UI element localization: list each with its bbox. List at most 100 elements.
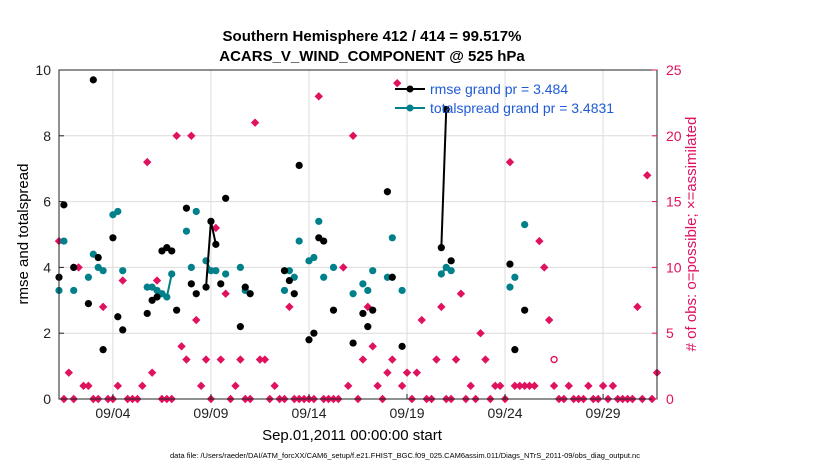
obs-assimilated-point bbox=[383, 368, 392, 377]
obs-assimilated-point bbox=[250, 118, 260, 127]
obs-possible-point bbox=[550, 355, 558, 364]
rmse-point bbox=[329, 306, 338, 314]
obs-assimilated-point bbox=[64, 368, 74, 377]
y-axis-right: 0 5 10 15 20 25 bbox=[652, 62, 682, 407]
rmse-point bbox=[217, 280, 225, 288]
rmse-point bbox=[222, 194, 230, 202]
rmse-point bbox=[236, 323, 244, 331]
totalspread-point bbox=[437, 270, 445, 278]
y2-tick-label: 15 bbox=[666, 194, 682, 210]
totalspread-point bbox=[359, 280, 367, 288]
rmse-point bbox=[447, 257, 455, 265]
totalspread-point bbox=[222, 270, 230, 278]
rmse-point bbox=[295, 161, 303, 170]
totalspread-point bbox=[236, 263, 244, 271]
rmse-point bbox=[70, 263, 78, 271]
rmse-point bbox=[109, 234, 117, 242]
obs-assimilated-point bbox=[393, 78, 402, 88]
obs-assimilated-point bbox=[348, 131, 358, 140]
y2-tick-label: 25 bbox=[666, 62, 682, 78]
totalspread-point bbox=[349, 290, 357, 298]
obs-assimilated-point bbox=[525, 381, 534, 391]
title-line-1: Southern Hemisphere 412 / 414 = 99.517% bbox=[223, 28, 522, 45]
obs-assimilated-point bbox=[231, 381, 240, 391]
y-axis-right-label: # of obs: o=possible; ×=assimilated bbox=[683, 117, 700, 352]
rmse-point bbox=[192, 290, 200, 298]
rmse-point bbox=[114, 313, 122, 321]
obs-assimilated-point bbox=[495, 381, 505, 391]
legend-rmse-marker bbox=[406, 85, 414, 93]
plot-area bbox=[59, 70, 657, 399]
rmse-point bbox=[349, 339, 357, 347]
obs-assimilated-point bbox=[549, 381, 559, 391]
obs-assimilated-point bbox=[339, 263, 348, 272]
y-tick-label: 6 bbox=[43, 194, 51, 210]
totalspread-point bbox=[119, 267, 127, 275]
totalspread-point bbox=[329, 263, 338, 271]
totalspread-point bbox=[521, 221, 529, 229]
totalspread-series bbox=[55, 207, 529, 301]
obs-assimilated-point bbox=[216, 355, 225, 364]
rmse-point bbox=[285, 276, 293, 285]
rmse-point bbox=[212, 240, 220, 248]
obs-assimilated-point bbox=[138, 381, 147, 391]
rmse-point bbox=[506, 260, 514, 268]
y-tick-label: 2 bbox=[43, 325, 51, 341]
totalspread-point bbox=[315, 217, 323, 225]
obs-assimilated-point bbox=[182, 355, 191, 364]
rmse-point bbox=[388, 273, 396, 281]
rmse-point bbox=[187, 280, 195, 288]
legend-rmse-label: rmse grand pr = 3.484 bbox=[430, 81, 568, 97]
obs-assimilated-point bbox=[314, 92, 323, 101]
obs-assimilated-point bbox=[456, 289, 466, 298]
rmse-point bbox=[168, 247, 176, 255]
rmse-point bbox=[207, 217, 215, 225]
obs-assimilated-point bbox=[368, 342, 377, 351]
obs-assimilated-point bbox=[535, 236, 544, 246]
obs-assimilated-point bbox=[255, 355, 265, 364]
obs-assimilated-point bbox=[642, 171, 652, 180]
y-tick-label: 0 bbox=[43, 391, 51, 407]
rmse-point bbox=[310, 329, 318, 337]
obs-assimilated-point bbox=[343, 381, 353, 391]
plot-frame bbox=[58, 69, 658, 400]
totalspread-point bbox=[511, 273, 519, 281]
obs-assimilated-point bbox=[466, 381, 475, 391]
obs-assimilated-point bbox=[196, 381, 206, 391]
rmse-point bbox=[241, 283, 249, 291]
rmse-line bbox=[440, 109, 448, 248]
rmse-point bbox=[182, 204, 191, 212]
totalspread-point bbox=[99, 267, 107, 275]
obs-assimilated-point bbox=[432, 355, 441, 364]
legend-spread-label: totalspread grand pr = 3.4831 bbox=[430, 100, 614, 116]
rmse-point bbox=[89, 76, 97, 84]
obs-assimilated-point bbox=[152, 276, 162, 285]
obs-assimilated-point bbox=[476, 329, 485, 338]
totalspread-point bbox=[280, 286, 289, 295]
rmse-point bbox=[305, 336, 313, 344]
rmse-point bbox=[369, 306, 377, 314]
totalspread-point bbox=[187, 263, 195, 271]
rmse-point bbox=[511, 346, 519, 354]
obs-assimilated-point bbox=[540, 263, 549, 272]
obs-assimilated-point bbox=[201, 355, 211, 364]
totalspread-point bbox=[320, 273, 328, 281]
rmse-point bbox=[320, 237, 328, 245]
obs-assimilated-point bbox=[270, 381, 279, 391]
obs-assimilated-point bbox=[172, 131, 181, 140]
totalspread-point bbox=[295, 237, 303, 245]
title-line-2: ACARS_V_WIND_COMPONENT @ 525 hPa bbox=[219, 48, 525, 65]
totalspread-point bbox=[369, 267, 377, 275]
rmse-point bbox=[246, 290, 254, 298]
footer-data-file: data file: /Users/raeder/DAI/ATM_forcXX/… bbox=[170, 451, 640, 460]
obs-assimilated-point bbox=[505, 157, 515, 167]
legend: rmse grand pr = 3.484 totalspread grand … bbox=[395, 81, 614, 116]
rmse-point bbox=[60, 201, 68, 209]
obs-assimilated-point bbox=[402, 368, 412, 377]
obs-assimilated-point bbox=[221, 289, 230, 298]
obs-assimilated-point bbox=[192, 315, 201, 325]
totalspread-point bbox=[114, 207, 122, 216]
legend-item-rmse: rmse grand pr = 3.484 bbox=[395, 81, 568, 97]
obs-assimilated-point bbox=[143, 157, 152, 167]
